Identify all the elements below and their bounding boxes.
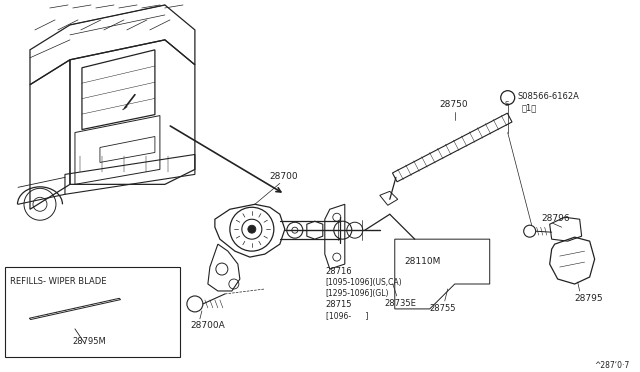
Text: 28715: 28715 (326, 300, 352, 309)
Text: S: S (505, 101, 509, 107)
Text: 28795: 28795 (575, 294, 604, 303)
Text: 28700: 28700 (270, 172, 298, 182)
Text: （1）: （1） (522, 104, 537, 113)
Text: REFILLS- WIPER BLADE: REFILLS- WIPER BLADE (10, 277, 106, 286)
Text: 28796: 28796 (541, 214, 570, 223)
Text: 28750: 28750 (440, 100, 468, 109)
Text: 28795M: 28795M (72, 337, 106, 346)
Text: 28716: 28716 (326, 267, 353, 276)
Text: ^287‘0·7: ^287‘0·7 (595, 361, 630, 370)
Text: 28110M: 28110M (404, 257, 441, 266)
Text: 28755: 28755 (429, 304, 456, 313)
Text: [1295-1096](GL): [1295-1096](GL) (326, 289, 389, 298)
Text: 28700A: 28700A (190, 321, 225, 330)
Circle shape (248, 225, 256, 233)
Bar (5, 267, 180, 357)
Text: S08566-6162A: S08566-6162A (518, 92, 580, 101)
Text: [1095-1096](US,CA): [1095-1096](US,CA) (326, 278, 403, 287)
Text: 28735E: 28735E (385, 299, 417, 308)
Text: [1096-      ]: [1096- ] (326, 311, 368, 320)
